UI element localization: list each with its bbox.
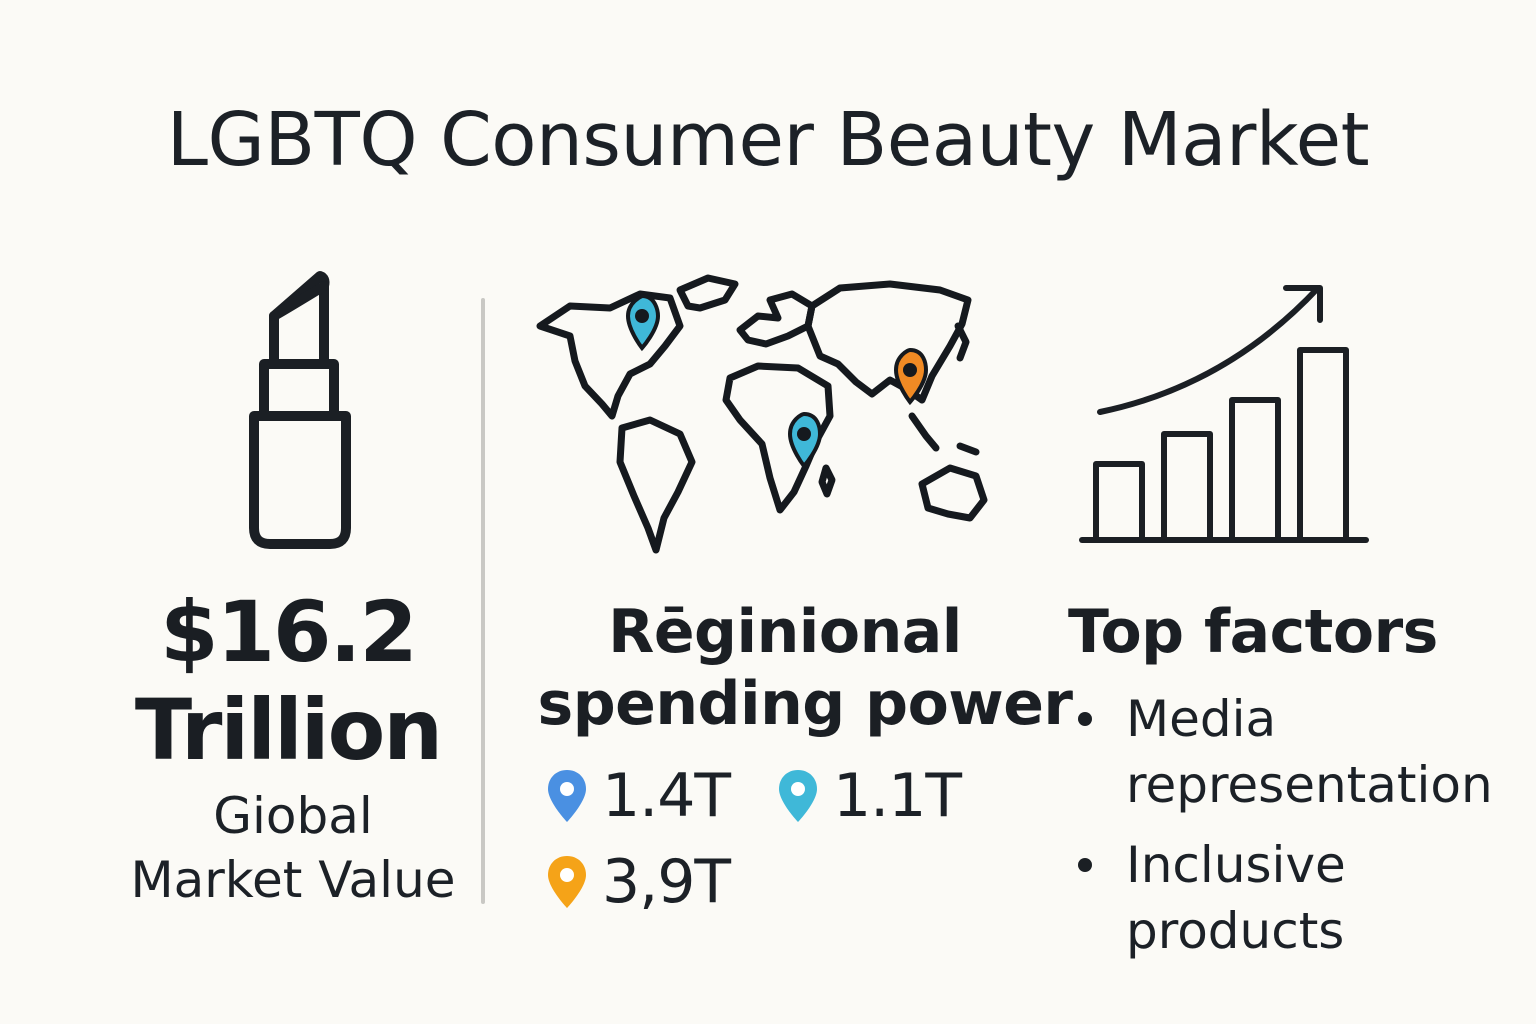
growth-chart-icon xyxy=(1079,285,1369,543)
factor-item: representation xyxy=(1126,756,1493,814)
section-divider xyxy=(481,298,485,904)
factor-item: Media xyxy=(1126,690,1277,748)
factor-item: products xyxy=(1126,902,1345,960)
map-pin-icon xyxy=(548,770,586,822)
market-value-label: Giobal xyxy=(213,787,373,845)
regional-heading: Rēginional xyxy=(608,597,962,667)
map-pin-icon xyxy=(893,347,929,406)
map-pin-icon xyxy=(548,856,586,908)
page-title: LGBTQ Consumer Beauty Market xyxy=(166,97,1370,183)
regional-stat: 1.1T xyxy=(777,761,962,831)
factors-heading: Top factors xyxy=(1068,597,1438,667)
stat-value: 1.4T xyxy=(602,761,731,831)
map-pin-icon xyxy=(779,770,817,822)
regional-heading: spending power xyxy=(537,669,1073,739)
stat-value: 3,9T xyxy=(602,847,731,917)
regional-stat: 1.4T xyxy=(546,761,731,831)
factor-item: Inclusive xyxy=(1126,836,1346,894)
stat-value: 1.1T xyxy=(833,761,962,831)
market-value-unit: Trillion xyxy=(134,681,443,779)
regional-stat: 3,9T xyxy=(546,847,731,917)
bullet-icon xyxy=(1078,858,1092,872)
bullet-icon xyxy=(1078,712,1092,726)
map-pin-icon xyxy=(787,411,823,470)
world-map-icon xyxy=(536,274,988,554)
market-value-amount: $16.2 xyxy=(160,583,418,681)
market-value-label: Market Value xyxy=(130,851,456,909)
map-pin-icon xyxy=(625,293,661,352)
lipstick-icon xyxy=(249,271,351,549)
